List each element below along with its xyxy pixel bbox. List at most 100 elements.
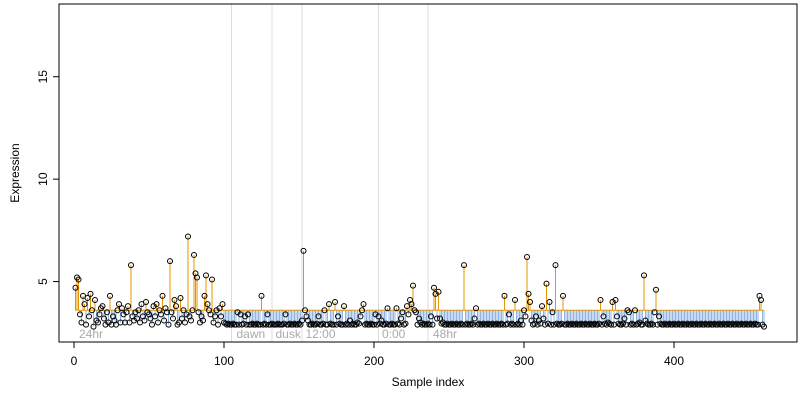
data-point (546, 299, 553, 306)
x-tick-label: 100 (214, 354, 234, 368)
data-point (512, 297, 518, 304)
data-point (158, 311, 164, 318)
data-point (656, 313, 662, 320)
segment-labels: 24hr dawn dusk 12:00 0:00 48hr (79, 327, 457, 341)
data-point (506, 311, 512, 318)
data-point (393, 305, 400, 312)
data-point (72, 284, 79, 291)
data-point (89, 307, 95, 314)
data-point (612, 297, 619, 304)
data-point (653, 286, 659, 293)
data-point (302, 307, 308, 314)
data-point (368, 320, 374, 327)
data-point (545, 320, 551, 327)
data-point (398, 315, 404, 322)
data-point (233, 321, 239, 328)
data-point (254, 320, 260, 327)
data-point (258, 292, 265, 299)
y-tick-label: 5 (36, 278, 50, 285)
data-point (405, 311, 412, 318)
data-point (125, 303, 131, 310)
data-point (153, 301, 160, 308)
data-point (497, 321, 503, 328)
data-point (533, 313, 539, 320)
data-point (758, 297, 764, 304)
data-point (548, 321, 554, 328)
data-point (354, 319, 361, 326)
data-point (651, 309, 658, 316)
data-point (180, 307, 187, 314)
data-point (219, 301, 226, 308)
x-tick-label: 0 (71, 354, 78, 368)
data-point (648, 320, 655, 327)
data-point (434, 315, 440, 322)
data-point (456, 321, 463, 328)
data-point (90, 323, 97, 330)
data-point (92, 297, 98, 304)
data-point (399, 309, 406, 316)
data-points (72, 233, 767, 330)
data-point (527, 299, 533, 306)
data-point (642, 317, 649, 324)
data-point (182, 319, 188, 326)
data-point (200, 317, 206, 324)
data-point (83, 321, 89, 328)
data-point (371, 321, 377, 328)
data-point (468, 320, 475, 327)
data-point (75, 276, 82, 283)
data-point (423, 321, 430, 328)
data-point (282, 311, 289, 318)
data-point (168, 309, 175, 316)
data-point (201, 292, 208, 299)
x-tick-label: 200 (364, 354, 384, 368)
data-point (300, 247, 307, 254)
data-point (513, 321, 520, 328)
data-point (327, 320, 334, 327)
data-point (426, 321, 433, 328)
data-point (179, 315, 185, 322)
data-point (360, 301, 367, 308)
data-point (170, 315, 176, 322)
data-point (123, 309, 130, 316)
data-point (107, 292, 113, 299)
data-point (522, 313, 529, 320)
data-point (560, 292, 566, 299)
data-point (410, 282, 416, 289)
data-point (141, 317, 148, 324)
data-point (384, 305, 391, 312)
data-point (521, 307, 527, 314)
data-point (375, 313, 382, 320)
data-point (608, 321, 614, 328)
data-point (647, 321, 653, 328)
data-point (104, 309, 110, 316)
data-point (152, 313, 158, 320)
data-point (356, 320, 362, 327)
data-point (326, 301, 332, 308)
data-point (87, 290, 94, 297)
data-point (81, 301, 88, 308)
segment-label: 0:00 (382, 327, 406, 341)
data-point (357, 313, 364, 320)
data-point (507, 321, 514, 328)
data-point (134, 315, 140, 322)
data-point (620, 320, 626, 327)
data-point (621, 315, 628, 322)
data-point (143, 299, 149, 306)
data-point (96, 311, 103, 318)
data-point (216, 305, 223, 312)
data-point (101, 315, 107, 322)
segment-label: 24hr (79, 327, 103, 341)
data-point (435, 288, 442, 295)
data-point (473, 305, 479, 312)
data-point (335, 313, 341, 320)
data-point (627, 321, 634, 328)
data-point (296, 320, 302, 327)
data-point (99, 303, 106, 310)
data-point (389, 320, 395, 327)
data-point (341, 303, 347, 310)
data-point (194, 274, 200, 281)
data-point (173, 303, 179, 310)
segment-label: dawn (237, 327, 266, 341)
data-point (539, 303, 545, 310)
x-tick-label: 400 (664, 354, 684, 368)
